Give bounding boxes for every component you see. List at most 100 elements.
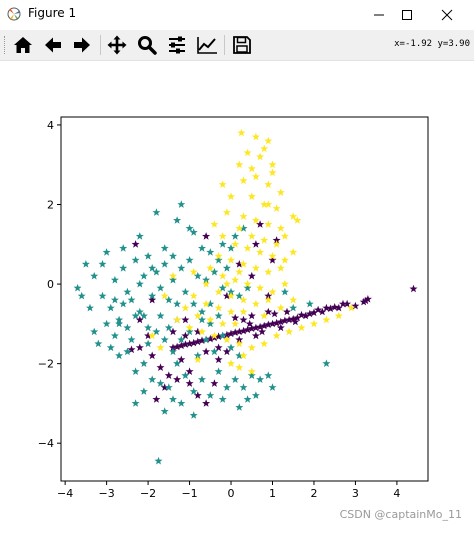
home-button[interactable] xyxy=(12,33,34,57)
data-point xyxy=(173,342,182,351)
data-point xyxy=(160,383,169,391)
data-point xyxy=(251,391,260,399)
data-point xyxy=(81,260,90,268)
data-point xyxy=(119,299,128,308)
x-tick-label: −3 xyxy=(99,487,115,500)
data-point xyxy=(227,192,235,200)
data-point xyxy=(106,303,115,312)
data-point xyxy=(169,343,177,352)
data-point xyxy=(235,403,244,411)
subplots-icon xyxy=(169,36,185,54)
data-point xyxy=(280,316,289,325)
data-point xyxy=(247,367,256,375)
data-point xyxy=(160,260,169,268)
data-point xyxy=(227,359,235,367)
maximize-button[interactable] xyxy=(388,0,426,30)
close-button[interactable] xyxy=(428,0,466,30)
zoom-button[interactable] xyxy=(136,33,158,57)
forward-icon xyxy=(74,37,90,53)
navigation-toolbar xyxy=(0,30,474,61)
data-point xyxy=(334,303,343,312)
data-point xyxy=(189,299,198,308)
data-point xyxy=(144,339,153,348)
data-point xyxy=(181,331,190,340)
data-point xyxy=(131,240,140,248)
back-button[interactable] xyxy=(42,33,64,57)
figure-canvas[interactable]: −4 −3 −2 −1 0 1 2 3 4 −4 −2 0 2 4 xyxy=(0,61,474,529)
data-point xyxy=(264,307,273,316)
data-point xyxy=(285,315,294,324)
data-point xyxy=(189,411,198,419)
title-bar: Figure 1 xyxy=(0,0,474,30)
data-point xyxy=(210,220,219,228)
data-point xyxy=(131,367,140,375)
data-point xyxy=(231,313,240,322)
data-point xyxy=(115,351,124,360)
data-point xyxy=(127,345,136,354)
data-point xyxy=(214,287,223,296)
data-point xyxy=(202,232,211,240)
data-point xyxy=(251,240,260,248)
toolbar-grip xyxy=(4,36,8,54)
data-point xyxy=(222,208,231,216)
data-point xyxy=(239,326,248,335)
data-point xyxy=(115,319,124,328)
forward-button[interactable] xyxy=(71,33,93,57)
save-icon xyxy=(233,36,251,54)
data-point xyxy=(322,315,331,324)
data-point xyxy=(247,371,256,379)
save-button[interactable] xyxy=(231,33,253,57)
data-point xyxy=(160,244,169,252)
data-point xyxy=(206,248,215,256)
data-point xyxy=(256,283,265,292)
data-point xyxy=(235,339,244,348)
data-point xyxy=(206,299,215,308)
data-point xyxy=(231,240,240,248)
data-point xyxy=(264,295,273,304)
data-point xyxy=(351,301,360,310)
data-point xyxy=(139,387,148,395)
home-icon xyxy=(14,37,32,53)
data-point xyxy=(256,152,265,161)
data-point xyxy=(110,275,119,284)
data-point xyxy=(285,327,294,336)
x-tick-label: 4 xyxy=(393,487,400,500)
data-point xyxy=(123,347,132,356)
data-point xyxy=(173,375,182,383)
data-point xyxy=(310,319,318,328)
data-point xyxy=(264,220,273,228)
data-point xyxy=(152,208,161,216)
data-point xyxy=(148,295,157,304)
data-point xyxy=(268,256,277,264)
scatter-plot[interactable]: −4 −3 −2 −1 0 1 2 3 4 −4 −2 0 2 4 xyxy=(0,61,474,529)
data-point xyxy=(268,319,277,328)
edit-axis-button[interactable] xyxy=(195,33,217,57)
data-point xyxy=(102,319,111,328)
data-point xyxy=(202,335,211,344)
data-point xyxy=(198,336,206,344)
data-point xyxy=(156,363,165,371)
data-point xyxy=(247,343,256,352)
data-point xyxy=(227,287,235,296)
data-point xyxy=(268,160,277,169)
data-point xyxy=(231,232,240,240)
data-point xyxy=(361,296,370,305)
pan-button[interactable] xyxy=(106,33,128,57)
data-point xyxy=(106,343,115,352)
data-point xyxy=(169,327,177,336)
data-point xyxy=(152,395,161,403)
subplots-button[interactable] xyxy=(166,33,188,57)
data-point xyxy=(154,456,163,465)
data-point xyxy=(260,321,269,330)
data-point xyxy=(164,323,173,332)
data-point xyxy=(173,299,182,308)
y-tick-label: 4 xyxy=(47,119,54,132)
y-tick-label: −4 xyxy=(38,437,54,450)
data-point xyxy=(131,311,140,320)
data-point xyxy=(318,307,327,316)
data-point xyxy=(210,347,219,356)
minimize-icon xyxy=(374,14,384,16)
data-point xyxy=(243,148,252,157)
toolbar-separator xyxy=(224,35,225,55)
minimize-button[interactable] xyxy=(360,0,398,30)
